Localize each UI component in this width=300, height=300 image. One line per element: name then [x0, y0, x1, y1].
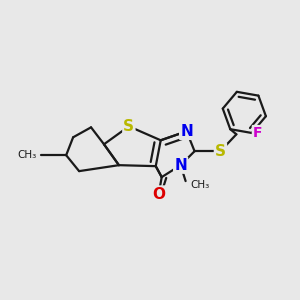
Text: S: S — [123, 119, 134, 134]
Text: N: N — [174, 158, 187, 173]
Text: S: S — [215, 144, 226, 159]
Text: CH₃: CH₃ — [190, 179, 209, 190]
Text: N: N — [180, 124, 193, 139]
Text: O: O — [152, 187, 165, 202]
Text: CH₃: CH₃ — [17, 150, 37, 160]
Text: F: F — [253, 126, 262, 140]
